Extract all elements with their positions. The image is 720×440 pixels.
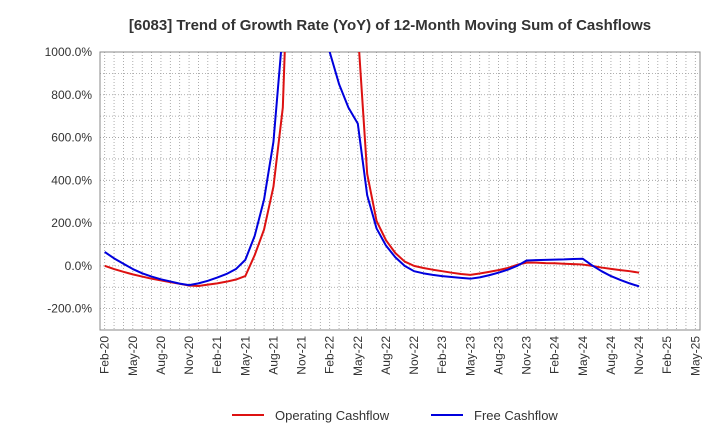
x-tick-label: May-23 bbox=[463, 336, 477, 376]
x-tick-label: Nov-22 bbox=[407, 336, 421, 375]
x-tick-label: May-22 bbox=[351, 336, 365, 376]
x-tick-label: Feb-22 bbox=[323, 336, 337, 374]
x-tick-label: May-21 bbox=[238, 336, 252, 376]
series-lines bbox=[104, 52, 640, 288]
y-tick-label: 400.0% bbox=[51, 173, 92, 187]
x-tick-label: Feb-21 bbox=[210, 336, 224, 374]
x-tick-label: May-20 bbox=[126, 336, 140, 376]
x-tick-label: Nov-23 bbox=[520, 336, 534, 375]
y-tick-label: 800.0% bbox=[51, 88, 92, 102]
x-tick-label: Aug-21 bbox=[266, 336, 280, 375]
plot-area bbox=[100, 52, 700, 330]
series-line-free-cashflow bbox=[104, 52, 640, 288]
y-tick-label: -200.0% bbox=[47, 302, 92, 316]
x-axis-ticks: Feb-20 May-20 Aug-20 Nov-20 Feb-21 May-21 Aug-… bbox=[98, 336, 703, 376]
x-tick-label: May-24 bbox=[576, 336, 590, 376]
chart-title: [6083] Trend of Growth Rate (YoY) of 12-… bbox=[129, 17, 651, 34]
x-tick-label: May-25 bbox=[688, 336, 702, 376]
legend: Operating Cashflow Free Cashflow bbox=[232, 408, 558, 423]
y-tick-label: 1000.0% bbox=[45, 45, 93, 59]
y-axis-ticks: 1000.0% 800.0% 600.0% 400.0% 200.0% 0.0% -200.… bbox=[45, 45, 93, 316]
x-tick-label: Nov-20 bbox=[182, 336, 196, 375]
x-tick-label: Feb-25 bbox=[660, 336, 674, 374]
x-tick-label: Feb-23 bbox=[435, 336, 449, 374]
x-tick-label: Nov-24 bbox=[632, 336, 646, 375]
y-tick-label: 600.0% bbox=[51, 131, 92, 145]
series-line-operating-cashflow bbox=[104, 52, 640, 287]
x-tick-label: Aug-23 bbox=[491, 336, 505, 375]
x-tick-label: Feb-20 bbox=[98, 336, 112, 374]
y-tick-label: 200.0% bbox=[51, 216, 92, 230]
x-tick-label: Aug-22 bbox=[379, 336, 393, 375]
legend-label: Operating Cashflow bbox=[275, 408, 390, 423]
x-tick-label: Feb-24 bbox=[548, 336, 562, 374]
x-tick-label: Aug-20 bbox=[154, 336, 168, 375]
x-tick-label: Nov-21 bbox=[295, 336, 309, 375]
legend-label: Free Cashflow bbox=[474, 408, 558, 423]
x-tick-label: Aug-24 bbox=[604, 336, 618, 375]
y-tick-label: 0.0% bbox=[65, 259, 93, 273]
plot-border bbox=[99, 51, 701, 331]
